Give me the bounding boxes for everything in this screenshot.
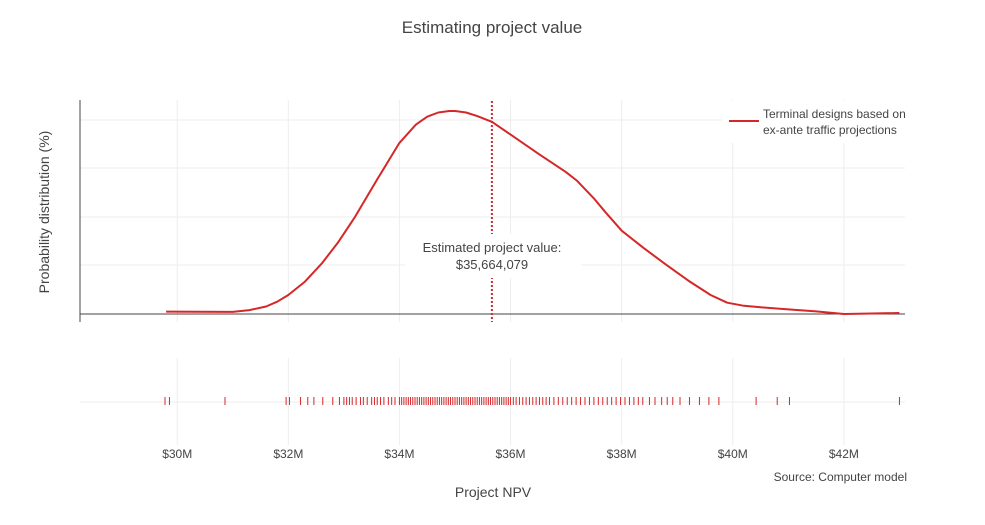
legend-label-line-2: ex-ante traffic projections bbox=[763, 123, 897, 137]
annotation-line-2: $35,664,079 bbox=[456, 257, 528, 272]
density-curves bbox=[166, 110, 900, 315]
x-axis-title: Project NPV bbox=[455, 484, 532, 500]
chart-title: Estimating project value bbox=[402, 18, 582, 37]
source-note: Source: Computer model bbox=[774, 470, 907, 484]
x-tick-label: $36M bbox=[496, 447, 526, 461]
annotation-background bbox=[405, 234, 581, 278]
annotation: Estimated project value: $35,664,079 bbox=[405, 234, 581, 278]
x-tick-labels: $30M $32M $34M $36M $38M $40M $42M bbox=[162, 447, 859, 461]
legend-label-line-1: Terminal designs based on bbox=[763, 107, 906, 121]
x-tick-label: $40M bbox=[718, 447, 748, 461]
density-curve bbox=[166, 110, 900, 315]
x-tick-label: $38M bbox=[607, 447, 637, 461]
legend[interactable]: Terminal designs based on ex-ante traffi… bbox=[722, 101, 922, 143]
annotation-line-1: Estimated project value: bbox=[423, 240, 562, 255]
x-tick-label: $42M bbox=[829, 447, 859, 461]
x-tick-label: $30M bbox=[162, 447, 192, 461]
rug-plot bbox=[164, 397, 900, 405]
y-axis-title: Probability distribution (%) bbox=[36, 131, 52, 294]
x-tick-label: $32M bbox=[273, 447, 303, 461]
x-tick-label: $34M bbox=[384, 447, 414, 461]
